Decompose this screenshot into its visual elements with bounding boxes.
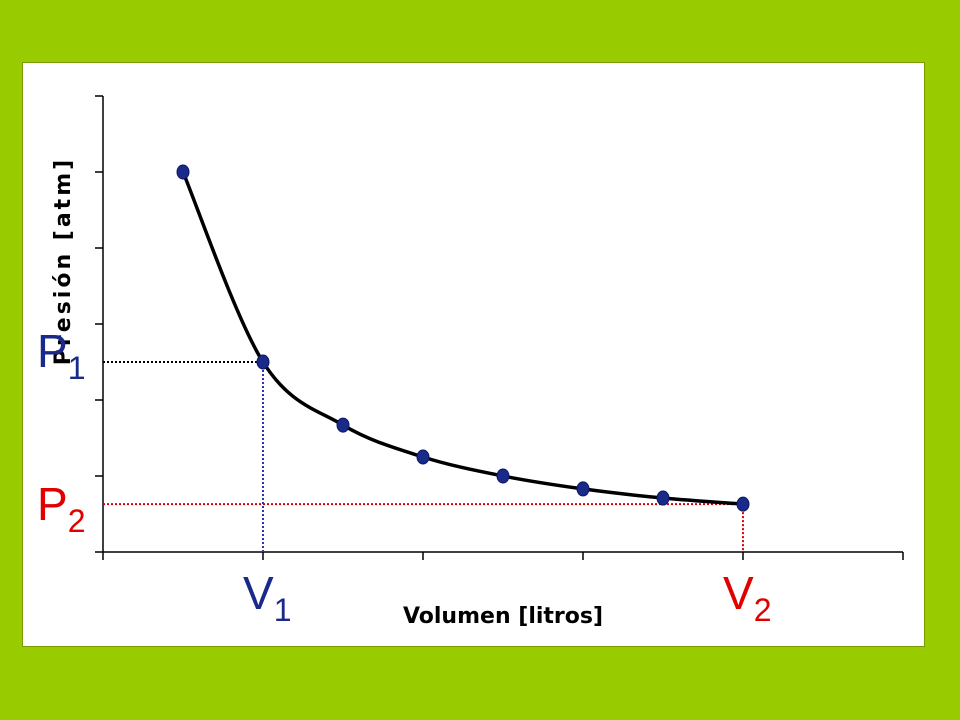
p1-label: P1 xyxy=(37,325,85,386)
v1-label: V1 xyxy=(243,567,291,628)
data-point xyxy=(576,481,590,497)
data-point xyxy=(176,164,190,180)
chart-panel: Presión [atm] Volumen [litros] P1 P2 V1 V2 xyxy=(22,62,925,647)
data-point xyxy=(496,468,510,484)
data-point xyxy=(256,354,270,370)
pressure-volume-chart: Presión [atm] Volumen [litros] P1 P2 V1 V2 xyxy=(37,95,904,629)
data-point xyxy=(416,449,430,465)
data-points xyxy=(176,164,750,512)
p2-label: P2 xyxy=(37,478,85,539)
axes xyxy=(95,95,904,560)
marker-labels: P1 P2 V1 V2 xyxy=(37,325,771,628)
data-point xyxy=(736,496,750,512)
isotherm-curve xyxy=(181,171,744,506)
data-point xyxy=(336,417,350,433)
data-point xyxy=(656,490,670,506)
guide-lines xyxy=(103,361,744,552)
v2-label: V2 xyxy=(723,567,771,628)
x-axis-title: Volumen [litros] xyxy=(403,604,603,629)
y-axis-title: Presión [atm] xyxy=(51,157,76,365)
